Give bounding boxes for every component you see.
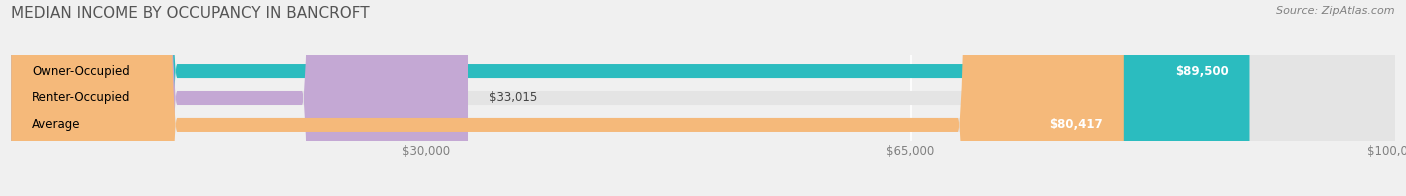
FancyBboxPatch shape xyxy=(11,0,468,196)
Text: $80,417: $80,417 xyxy=(1049,118,1104,132)
FancyBboxPatch shape xyxy=(11,0,1250,196)
FancyBboxPatch shape xyxy=(11,0,1395,196)
FancyBboxPatch shape xyxy=(11,0,1123,196)
Text: MEDIAN INCOME BY OCCUPANCY IN BANCROFT: MEDIAN INCOME BY OCCUPANCY IN BANCROFT xyxy=(11,6,370,21)
Text: Average: Average xyxy=(32,118,80,132)
Text: Source: ZipAtlas.com: Source: ZipAtlas.com xyxy=(1277,6,1395,16)
Text: Renter-Occupied: Renter-Occupied xyxy=(32,92,131,104)
FancyBboxPatch shape xyxy=(11,0,1395,196)
Text: Owner-Occupied: Owner-Occupied xyxy=(32,64,129,78)
FancyBboxPatch shape xyxy=(11,0,1395,196)
Text: $89,500: $89,500 xyxy=(1175,64,1229,78)
Text: $33,015: $33,015 xyxy=(489,92,537,104)
